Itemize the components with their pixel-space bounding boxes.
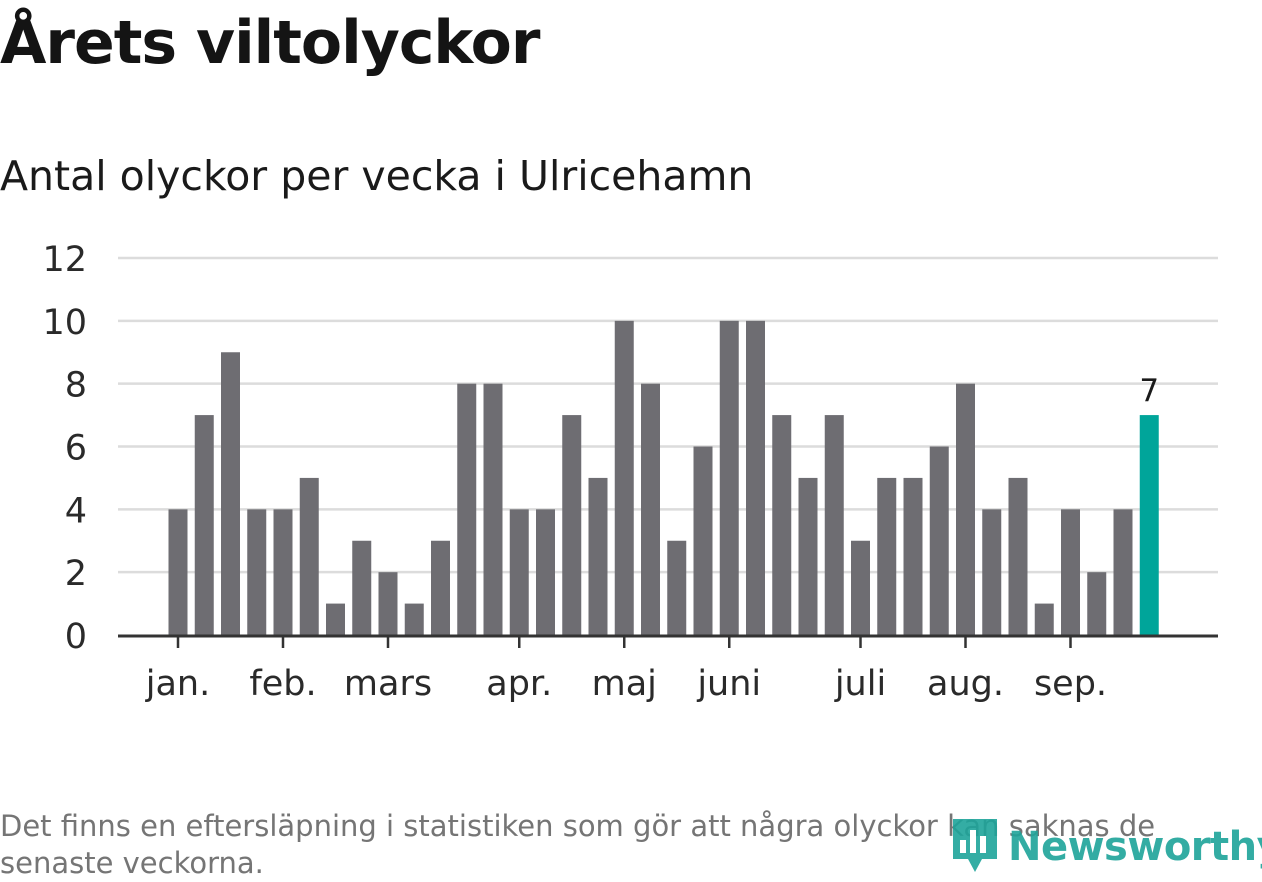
bar	[798, 477, 818, 635]
bar	[483, 383, 503, 635]
bars	[168, 320, 1159, 635]
x-axis-ticks: jan. feb. mars apr. maj juni juli aug. sep.	[145, 637, 1107, 704]
bar	[772, 415, 792, 635]
x-tick-label: apr.	[486, 664, 552, 704]
bar	[746, 320, 765, 635]
bar	[1113, 509, 1133, 635]
bar-chart: 0 2 4 6 8 10 12 jan. feb. mars apr. maj juni juli aug…	[42, 240, 1218, 704]
bar	[326, 603, 345, 635]
bar-chart-pin-icon	[953, 819, 997, 872]
highlight-bar	[1139, 415, 1159, 635]
y-tick-label: 4	[65, 491, 87, 531]
y-axis-ticks: 0 2 4 6 8 10 12	[42, 240, 87, 657]
bar	[1008, 477, 1028, 635]
bar	[641, 383, 660, 635]
x-tick-label: aug.	[927, 664, 1004, 704]
chart-title: Årets viltolyckor	[0, 8, 540, 78]
bar	[562, 415, 582, 635]
bar	[457, 383, 477, 635]
y-tick-label: 8	[65, 366, 87, 406]
bar	[929, 446, 949, 635]
y-tick-label: 0	[65, 617, 87, 657]
x-tick-label: feb.	[249, 664, 316, 704]
bar	[1087, 572, 1107, 635]
bar	[536, 509, 555, 635]
bar	[851, 540, 870, 635]
bar	[404, 603, 424, 635]
bar	[352, 540, 372, 635]
bar	[194, 415, 214, 635]
bar	[719, 320, 739, 635]
bar	[273, 509, 293, 635]
logo-name: Newsworthy	[1008, 824, 1262, 870]
bar	[1034, 603, 1054, 635]
y-tick-label: 12	[42, 240, 87, 280]
bar	[824, 415, 844, 635]
x-tick-label: jan.	[145, 664, 210, 704]
bar	[903, 477, 923, 635]
bar	[378, 572, 398, 635]
bar	[509, 509, 529, 635]
bar	[431, 540, 450, 635]
bar	[982, 509, 1002, 635]
bar	[168, 509, 188, 635]
y-tick-label: 10	[42, 303, 87, 343]
y-tick-label: 2	[65, 554, 87, 594]
bar	[1061, 509, 1080, 635]
bar	[221, 352, 240, 635]
bar	[693, 446, 713, 635]
bar	[877, 477, 897, 635]
bar	[614, 320, 634, 635]
x-tick-label: sep.	[1034, 664, 1107, 704]
bar	[667, 540, 687, 635]
newsworthy-logo: Newsworthy	[950, 816, 1262, 878]
bar	[588, 477, 608, 635]
x-tick-label: maj	[592, 664, 657, 704]
y-tick-label: 6	[65, 429, 87, 469]
x-tick-label: juli	[834, 664, 886, 704]
chart-subtitle: Antal olyckor per vecka i Ulricehamn	[0, 152, 754, 200]
data-label: 7	[1139, 373, 1159, 409]
x-tick-label: juni	[696, 664, 761, 704]
x-tick-label: mars	[344, 664, 432, 704]
bar	[299, 477, 319, 635]
data-labels: 7	[1139, 373, 1159, 409]
bar	[956, 383, 975, 635]
bar	[247, 509, 267, 635]
